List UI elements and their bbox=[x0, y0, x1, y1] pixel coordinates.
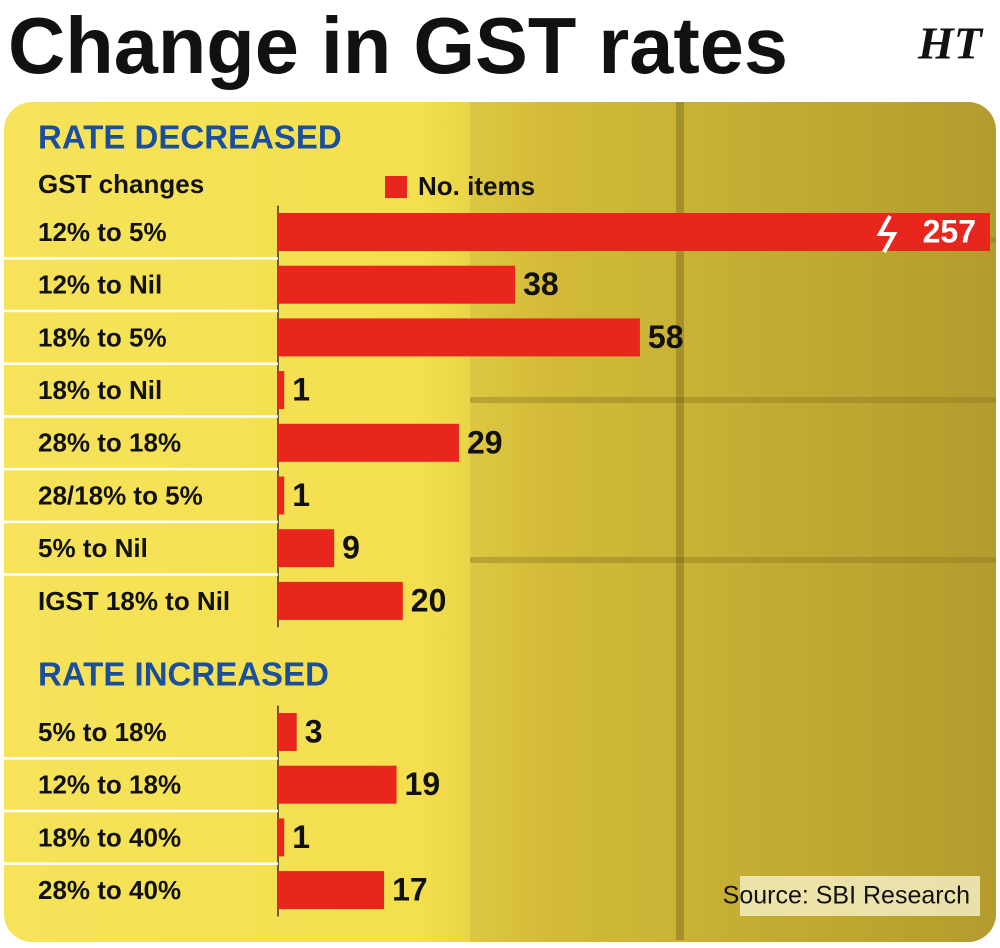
category-label: 12% to 5% bbox=[38, 217, 167, 247]
value-label: 9 bbox=[342, 530, 360, 566]
bar bbox=[278, 423, 459, 462]
value-label: 17 bbox=[392, 872, 428, 908]
value-label: 38 bbox=[523, 266, 559, 302]
value-label: 19 bbox=[405, 766, 441, 802]
title: Change in GST rates bbox=[8, 1, 788, 90]
bar bbox=[278, 371, 285, 410]
category-label: 18% to 5% bbox=[38, 322, 167, 352]
section-title: RATE DECREASED bbox=[38, 119, 342, 156]
category-label: 12% to 18% bbox=[38, 770, 181, 800]
category-label: 18% to 40% bbox=[38, 822, 181, 852]
section-title: RATE INCREASED bbox=[38, 656, 329, 693]
logo: HT bbox=[917, 18, 984, 69]
bar bbox=[278, 713, 297, 751]
legend-swatch bbox=[385, 176, 407, 198]
value-label: 20 bbox=[411, 582, 447, 618]
source-box bbox=[740, 876, 980, 916]
bar bbox=[278, 265, 516, 304]
value-label: 3 bbox=[305, 713, 323, 749]
category-label: 18% to Nil bbox=[38, 375, 162, 405]
value-label: 29 bbox=[467, 424, 503, 460]
bar bbox=[278, 529, 335, 568]
category-label: IGST 18% to Nil bbox=[38, 586, 230, 616]
source: Source: SBI Research bbox=[723, 882, 970, 910]
category-label: 28/18% to 5% bbox=[38, 480, 203, 510]
charts: RATE DECREASED GST changes No. items 12% to… bbox=[0, 119, 990, 917]
value-label: 58 bbox=[648, 319, 684, 355]
bar bbox=[278, 581, 403, 620]
bar bbox=[278, 476, 285, 515]
legend-label: No. items bbox=[418, 171, 535, 201]
bar bbox=[278, 871, 385, 910]
category-label: 5% to 18% bbox=[38, 717, 167, 747]
value-label: 1 bbox=[292, 819, 310, 855]
category-label: 28% to 40% bbox=[38, 875, 181, 905]
axis-break bbox=[876, 215, 898, 253]
value-label: 257 bbox=[923, 213, 976, 249]
bar bbox=[278, 765, 397, 804]
category-header: GST changes bbox=[38, 169, 204, 199]
bar bbox=[278, 213, 990, 251]
bar bbox=[278, 318, 640, 357]
category-label: 28% to 18% bbox=[38, 428, 181, 458]
value-label: 1 bbox=[292, 372, 310, 408]
value-label: 1 bbox=[292, 477, 310, 513]
category-label: 5% to Nil bbox=[38, 533, 148, 563]
bar bbox=[278, 818, 285, 857]
category-label: 12% to Nil bbox=[38, 270, 162, 300]
